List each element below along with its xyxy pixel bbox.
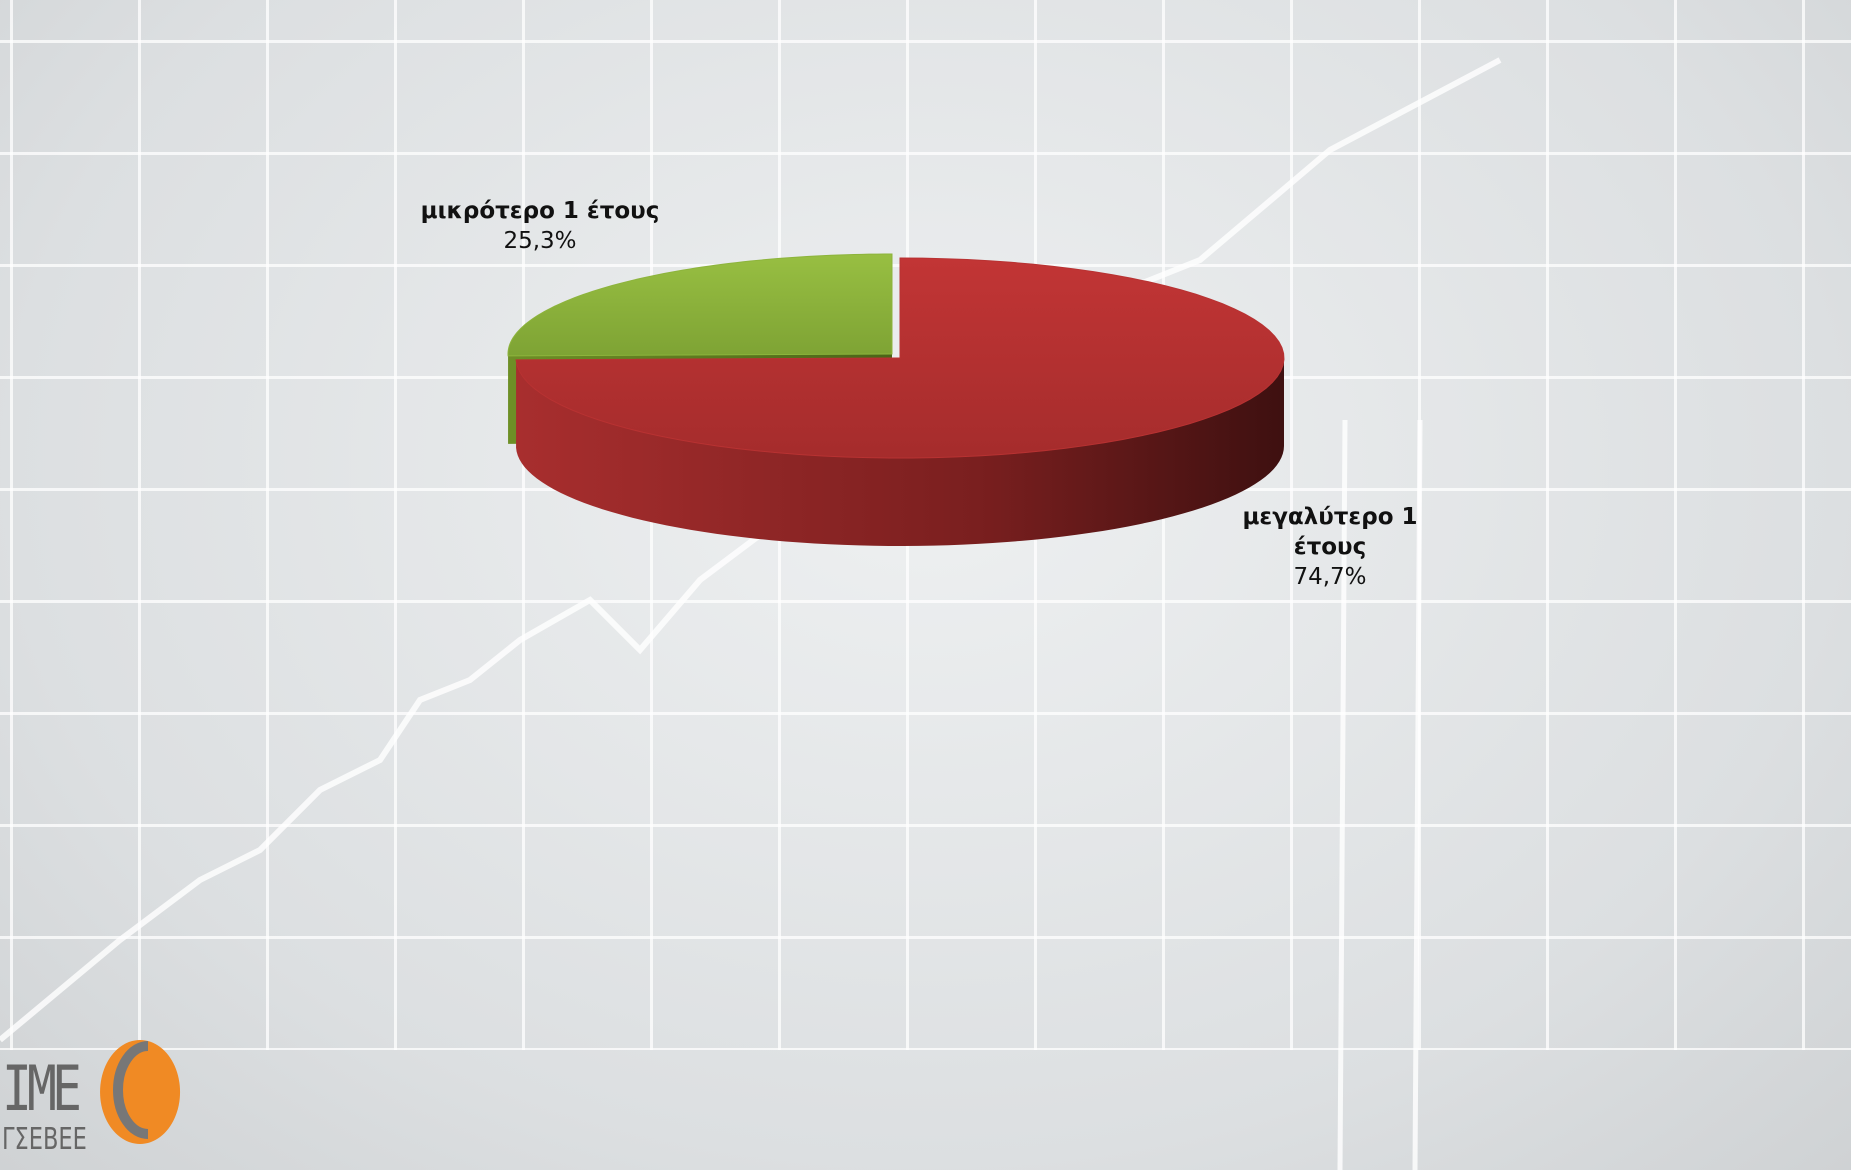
slice-label: μικρότερο 1 έτους 25,3% [360, 196, 720, 256]
logo-title: IME [2, 1052, 82, 1125]
logo-arc [113, 1041, 149, 1139]
logo-subtitle: ΓΣΕΒΕΕ [2, 1122, 87, 1157]
slice [507, 253, 893, 357]
slice-label: μεγαλύτερο 1 έτους 74,7% [1230, 502, 1430, 592]
value-label: 25,3% [503, 228, 577, 254]
decor-ladder [1337, 419, 1423, 1170]
slice-side [516, 358, 1284, 546]
category-label: μικρότερο 1 έτους [420, 198, 660, 224]
value-label: 74,7% [1293, 564, 1367, 590]
category-label: μεγαλύτερο 1 έτους [1242, 504, 1418, 560]
slice [515, 257, 1285, 459]
